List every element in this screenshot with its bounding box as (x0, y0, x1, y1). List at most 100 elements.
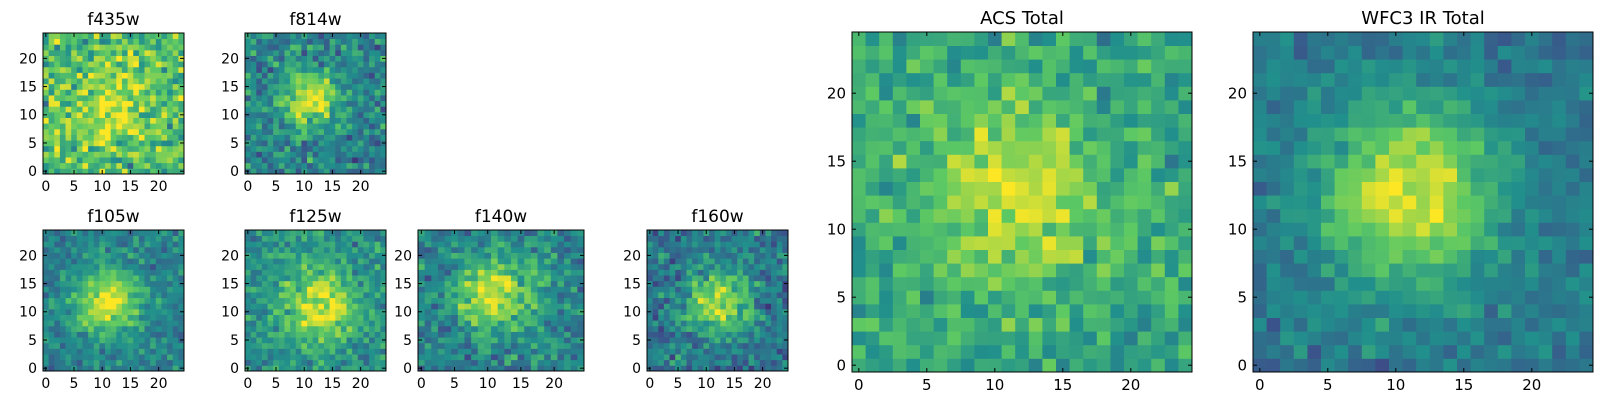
heatmap-cell (369, 365, 376, 372)
heatmap-cell (703, 263, 710, 270)
heatmap-cell (363, 89, 370, 96)
heatmap-cell (1538, 249, 1553, 264)
x-tick-label: 20 (545, 376, 563, 392)
heatmap-cell (43, 151, 50, 158)
heatmap-cell (1429, 181, 1444, 196)
heatmap-cell (273, 348, 280, 355)
heatmap-cell (172, 331, 179, 338)
heatmap-cell (504, 230, 512, 237)
heatmap-cell (138, 44, 145, 51)
heatmap-cell (99, 128, 106, 135)
heatmap-cell (1056, 100, 1070, 114)
heatmap-cell (161, 55, 168, 62)
heatmap-cell (1253, 276, 1267, 291)
heatmap-cell (1096, 100, 1111, 114)
heatmap-cell (720, 286, 727, 293)
heatmap-cell (1348, 195, 1363, 210)
heatmap-cell (652, 230, 659, 237)
heatmap-cell (491, 365, 499, 372)
heatmap-cell (99, 314, 106, 321)
heatmap-cell (290, 157, 297, 164)
heatmap-cell (369, 44, 376, 51)
heatmap-cell (318, 314, 325, 321)
heatmap-cell (352, 89, 359, 96)
heatmap-cell (865, 331, 880, 346)
heatmap-cell (1307, 236, 1322, 250)
heatmap-cell (947, 236, 962, 250)
heatmap-cell (71, 117, 78, 124)
heatmap-cell (329, 246, 336, 253)
heatmap-cell (782, 258, 789, 265)
heatmap-cell (105, 162, 112, 169)
heatmap-cell (93, 263, 100, 270)
heatmap-cell (1110, 100, 1125, 114)
heatmap-cell (127, 151, 134, 158)
heatmap-cell (88, 123, 95, 130)
heatmap-cell (484, 252, 492, 259)
heatmap-cell (537, 286, 545, 293)
heatmap-cell (278, 325, 285, 332)
heatmap-cell (54, 275, 61, 282)
heatmap-cell (537, 269, 545, 276)
heatmap-cell (273, 145, 280, 152)
heatmap-cell (457, 348, 465, 355)
heatmap-cell (564, 365, 572, 372)
heatmap-cell (144, 66, 151, 73)
heatmap-cell (318, 325, 325, 332)
heatmap-cell (374, 269, 381, 276)
heatmap-cell (127, 325, 134, 332)
heatmap-cell (48, 325, 55, 332)
heatmap-cell (329, 297, 336, 304)
heatmap-cell (1497, 208, 1512, 223)
heatmap-cell (312, 275, 319, 282)
heatmap-cell (88, 140, 95, 147)
heatmap-cell (340, 365, 347, 372)
heatmap-cell (477, 348, 485, 355)
heatmap-cell (116, 292, 123, 299)
heatmap-cell (172, 303, 179, 310)
heatmap-cell (1164, 59, 1179, 74)
heatmap-cell (524, 241, 532, 248)
heatmap-cell (267, 365, 274, 372)
heatmap-cell (544, 252, 552, 259)
heatmap-cell (1137, 331, 1152, 346)
heatmap-cell (1151, 222, 1166, 237)
heatmap-cell (93, 38, 100, 45)
heatmap-cell (1151, 100, 1166, 114)
heatmap-cell (765, 308, 772, 315)
heatmap-cell (1137, 113, 1152, 128)
heatmap-cell (284, 241, 291, 248)
heatmap-cell (273, 78, 280, 85)
heatmap-cell (1042, 154, 1057, 169)
heatmap-cell (155, 128, 162, 135)
heatmap-cell (245, 128, 252, 135)
heatmap-cell (484, 308, 492, 315)
heatmap-cell (550, 308, 558, 315)
heatmap-cell (686, 258, 693, 265)
heatmap-cell (65, 342, 72, 349)
heatmap-cell (960, 100, 975, 114)
heatmap-cell (686, 365, 693, 372)
heatmap-cell (537, 292, 545, 299)
heatmap-cell (138, 280, 145, 287)
heatmap-cell (960, 168, 975, 182)
heatmap-cell (133, 354, 140, 361)
heatmap-cell (471, 292, 479, 299)
heatmap-cell (374, 246, 381, 253)
heatmap-cell (457, 246, 465, 253)
heatmap-cell (59, 263, 66, 270)
heatmap-cell (290, 117, 297, 124)
heatmap-cell (1110, 331, 1125, 346)
heatmap-cell (256, 303, 263, 310)
heatmap-cell (43, 314, 50, 321)
heatmap-cell (504, 292, 512, 299)
heatmap-cell (742, 308, 749, 315)
heatmap-cell (852, 86, 866, 101)
heatmap-cell (988, 290, 1002, 305)
heatmap-cell (335, 72, 342, 79)
heatmap-cell (444, 325, 452, 332)
heatmap-cell (340, 320, 347, 327)
heatmap-cell (138, 157, 145, 164)
heatmap-cell (1001, 236, 1016, 250)
heatmap-cell (323, 151, 330, 158)
